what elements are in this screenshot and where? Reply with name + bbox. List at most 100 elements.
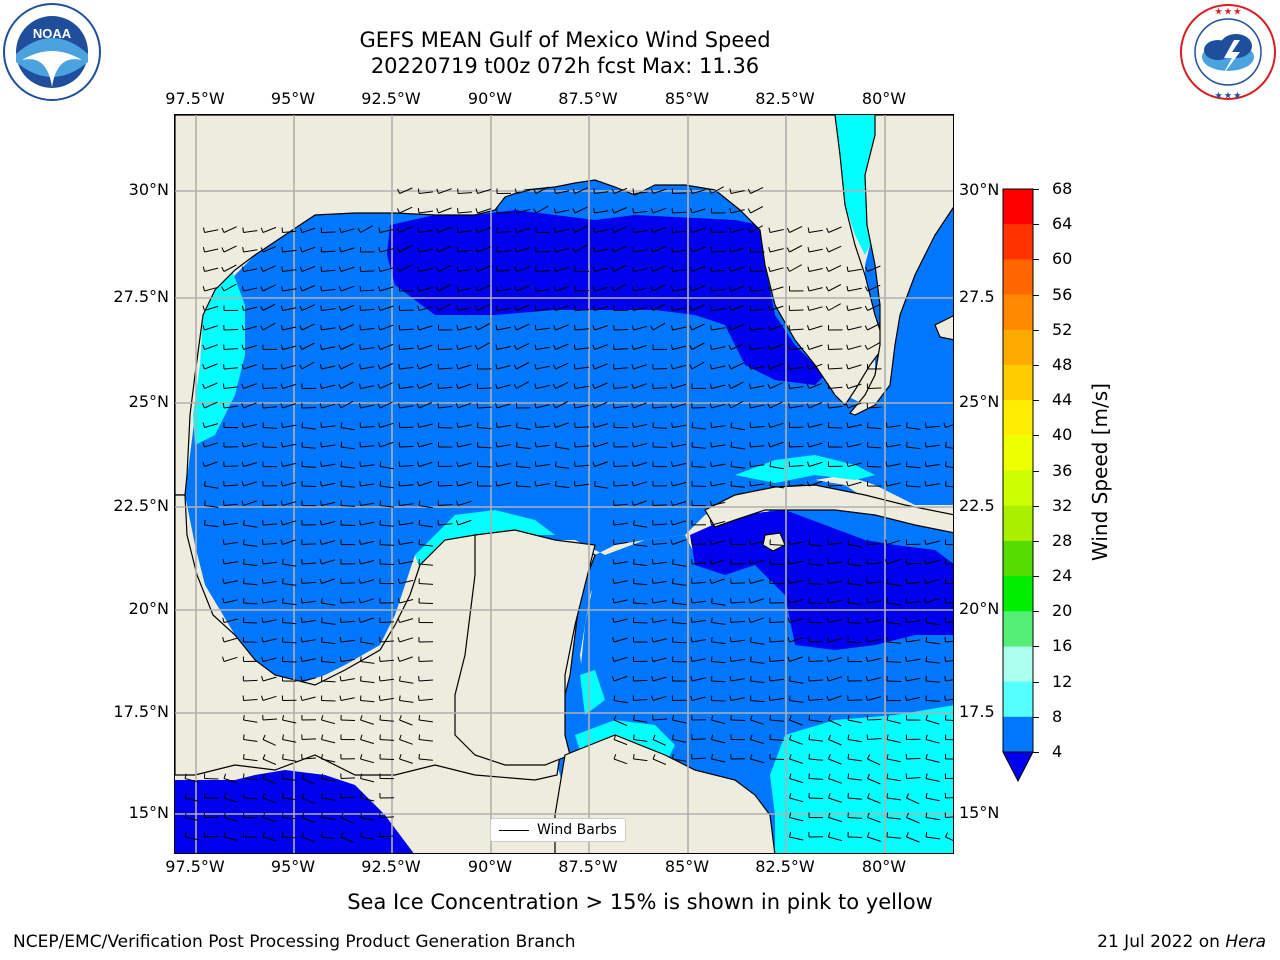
wind-barb [243, 719, 258, 723]
wind-barb [906, 562, 921, 565]
wind-barb [652, 387, 668, 389]
wind-barb [477, 406, 492, 409]
wind-barb-flag [767, 325, 771, 331]
colorbar-tick-label: 24 [1052, 566, 1073, 586]
wind-barb [828, 797, 842, 803]
wind-barb [672, 443, 687, 448]
wind-barb [789, 225, 803, 233]
wind-barb [828, 367, 843, 370]
wind-barb-flag [202, 286, 205, 292]
wind-barb [360, 404, 375, 409]
wind-barb [789, 797, 804, 803]
wind-barb-flag [788, 403, 790, 409]
wind-barb [613, 618, 628, 623]
wind-barb [828, 836, 843, 842]
wind-barb [808, 229, 823, 233]
wind-barb-flag [592, 286, 595, 292]
lat-tick-left: 25°N [128, 392, 169, 411]
wind-barb-flag [670, 539, 673, 545]
wind-barb [594, 325, 608, 331]
lat-tick-right: 20°N [959, 599, 1000, 618]
wind-barb [360, 464, 375, 467]
wind-barb [223, 541, 238, 545]
wind-barb [457, 211, 472, 214]
wind-barb [399, 405, 414, 409]
wind-barb [496, 212, 512, 214]
wind-barb [340, 836, 355, 843]
wind-barb-flag [399, 715, 402, 721]
wind-barb [847, 778, 862, 781]
colorbar-tick-mark [1033, 224, 1039, 226]
wind-barb [847, 443, 862, 448]
wind-barb-flag [747, 227, 751, 233]
wind-barb-flag [885, 442, 888, 448]
wind-barb-flag [301, 422, 304, 428]
wind-barb-flag [301, 812, 305, 818]
wind-barb-flag [416, 481, 420, 487]
wind-barb [457, 424, 472, 428]
wind-barb [321, 700, 336, 702]
colorbar-tick-label: 64 [1052, 214, 1073, 234]
wind-barb-flag [437, 519, 439, 526]
wind-barb-flag [398, 480, 400, 487]
wind-barb [379, 305, 394, 311]
wind-barb [613, 283, 627, 292]
wind-barb [730, 466, 745, 469]
wind-barb-flag [280, 461, 283, 467]
wind-barb [847, 817, 863, 819]
wind-barb [886, 558, 901, 565]
wind-barb-flag [828, 715, 832, 721]
wind-barb [574, 309, 590, 311]
wind-barb-flag [299, 325, 303, 331]
map-panel: Wind Barbs [174, 114, 954, 854]
wind-barb [340, 777, 356, 779]
colorbar-band [1003, 716, 1033, 753]
wind-barb-flag [789, 734, 792, 740]
wind-barb [223, 656, 238, 662]
wind-barb-flag [670, 324, 673, 331]
colorbar-tick-label: 52 [1052, 319, 1073, 339]
lat-tick-right: 17.5 [959, 702, 995, 721]
wind-barb [867, 265, 881, 272]
wind-barb-flag [282, 578, 284, 584]
lat-tick-right: 30°N [959, 180, 1000, 199]
noaa-logo-text: NOAA [33, 26, 72, 41]
colorbar-tick-mark [1033, 716, 1039, 718]
wind-barb [691, 342, 705, 350]
wind-barb-flag [767, 344, 771, 350]
wind-barb-flag [299, 364, 303, 370]
wind-barb [828, 695, 842, 701]
wind-barb-flag [748, 559, 751, 565]
wind-barb-flag [474, 344, 478, 350]
wind-barb [399, 560, 414, 565]
colorbar-tick-label: 56 [1052, 284, 1073, 304]
wind-barb [204, 442, 219, 448]
wind-barb-flag [652, 754, 656, 760]
wind-barb [418, 248, 433, 253]
wind-barb [262, 778, 277, 785]
wind-barb [301, 427, 316, 430]
wind-barb [321, 602, 336, 606]
wind-barb-flag [611, 286, 615, 292]
wind-barb [867, 323, 881, 331]
wind-barb [457, 249, 472, 253]
wind-barb [438, 523, 453, 526]
wind-barb [730, 247, 745, 253]
lat-tick-left: 20°N [128, 599, 169, 618]
wind-barb [379, 401, 393, 409]
wind-barb-flag [378, 246, 381, 253]
wind-barb [418, 544, 433, 547]
wind-barb [321, 836, 336, 840]
wind-barb-flag [670, 500, 673, 506]
wind-barb [730, 582, 746, 584]
wind-barb [652, 758, 667, 765]
wind-barb-flag [672, 578, 674, 584]
wind-barb [340, 304, 355, 311]
wind-barb [379, 505, 394, 508]
wind-barb [711, 288, 726, 292]
wind-barb-flag [806, 481, 810, 487]
wind-barb-flag [436, 208, 439, 214]
wind-barb [282, 383, 297, 389]
bahamas [934, 315, 953, 341]
wind-barb [438, 284, 452, 292]
